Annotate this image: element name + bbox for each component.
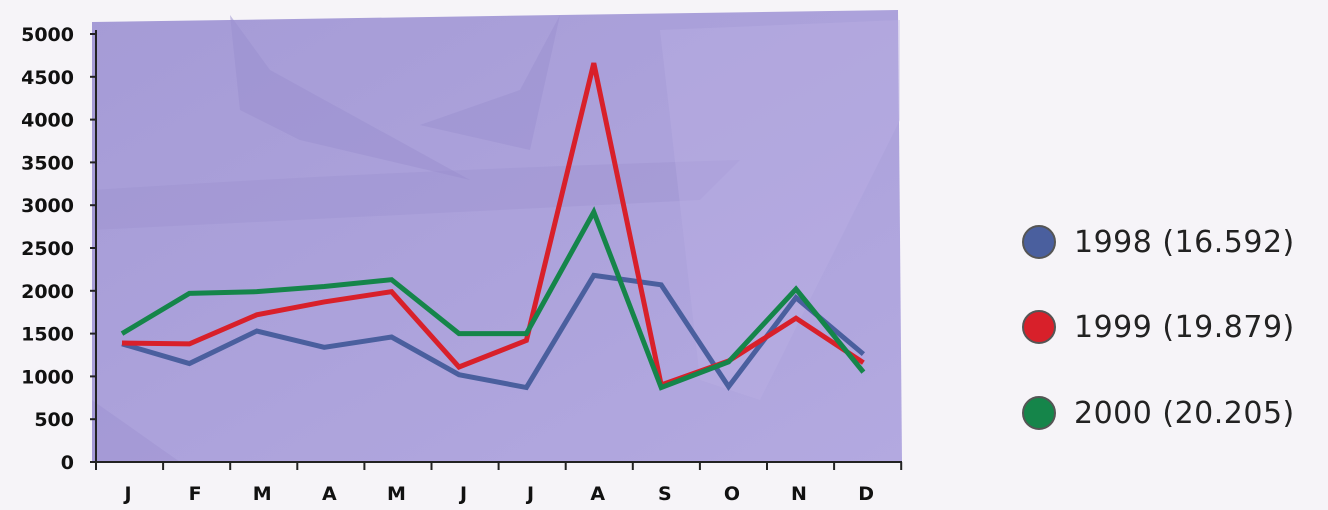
y-tick-label: 2500 <box>21 238 74 260</box>
x-tick-label: J <box>525 483 534 505</box>
series-line-2000 <box>120 206 866 391</box>
y-tick-label: 4500 <box>21 67 74 89</box>
x-tick-label: O <box>724 483 740 505</box>
legend-item-2000: 2000 (20.205) <box>1022 391 1322 435</box>
y-tick-label: 5000 <box>21 24 74 46</box>
plot-area <box>92 10 902 462</box>
y-tick-labels: 0 500 1000 1500 2000 2500 3000 3500 4000 4500 5000 <box>21 24 74 474</box>
legend-label: 2000 (20.205) <box>1074 395 1295 431</box>
x-tick-label: A <box>322 483 337 505</box>
y-tick-label: 0 <box>61 452 74 474</box>
legend-label: 1999 (19.879) <box>1074 309 1295 345</box>
x-tick-label: N <box>791 483 807 505</box>
series-line-1998 <box>121 272 866 391</box>
x-tick-label: J <box>458 483 467 505</box>
legend-label: 1998 (16.592) <box>1074 224 1295 260</box>
legend-marker-icon <box>1022 225 1056 259</box>
x-tick-label: M <box>387 483 406 505</box>
y-tick-label: 500 <box>34 409 74 431</box>
legend-item-1999: 1999 (19.879) <box>1022 305 1322 349</box>
y-tick-label: 4000 <box>21 110 74 132</box>
x-tick-label: A <box>590 483 605 505</box>
x-tick-label: J <box>122 483 131 505</box>
axes <box>90 30 903 470</box>
legend-item-1998: 1998 (16.592) <box>1022 220 1322 264</box>
x-tick-label: M <box>253 483 272 505</box>
legend-marker-icon <box>1022 310 1056 344</box>
y-tick-label: 1000 <box>21 366 74 388</box>
series-lines <box>120 62 866 391</box>
y-tick-label: 1500 <box>21 324 74 346</box>
x-tick-label: S <box>658 483 672 505</box>
y-tick-label: 2000 <box>21 281 74 303</box>
x-tick-label: D <box>858 483 874 505</box>
legend-marker-icon <box>1022 396 1056 430</box>
y-tick-label: 3000 <box>21 195 74 217</box>
legend: 1998 (16.592) 1999 (19.879) 2000 (20.205… <box>1022 220 1322 477</box>
series-line-1999 <box>121 62 865 389</box>
y-tick-label: 3500 <box>21 152 74 174</box>
x-tick-label: F <box>189 483 202 505</box>
